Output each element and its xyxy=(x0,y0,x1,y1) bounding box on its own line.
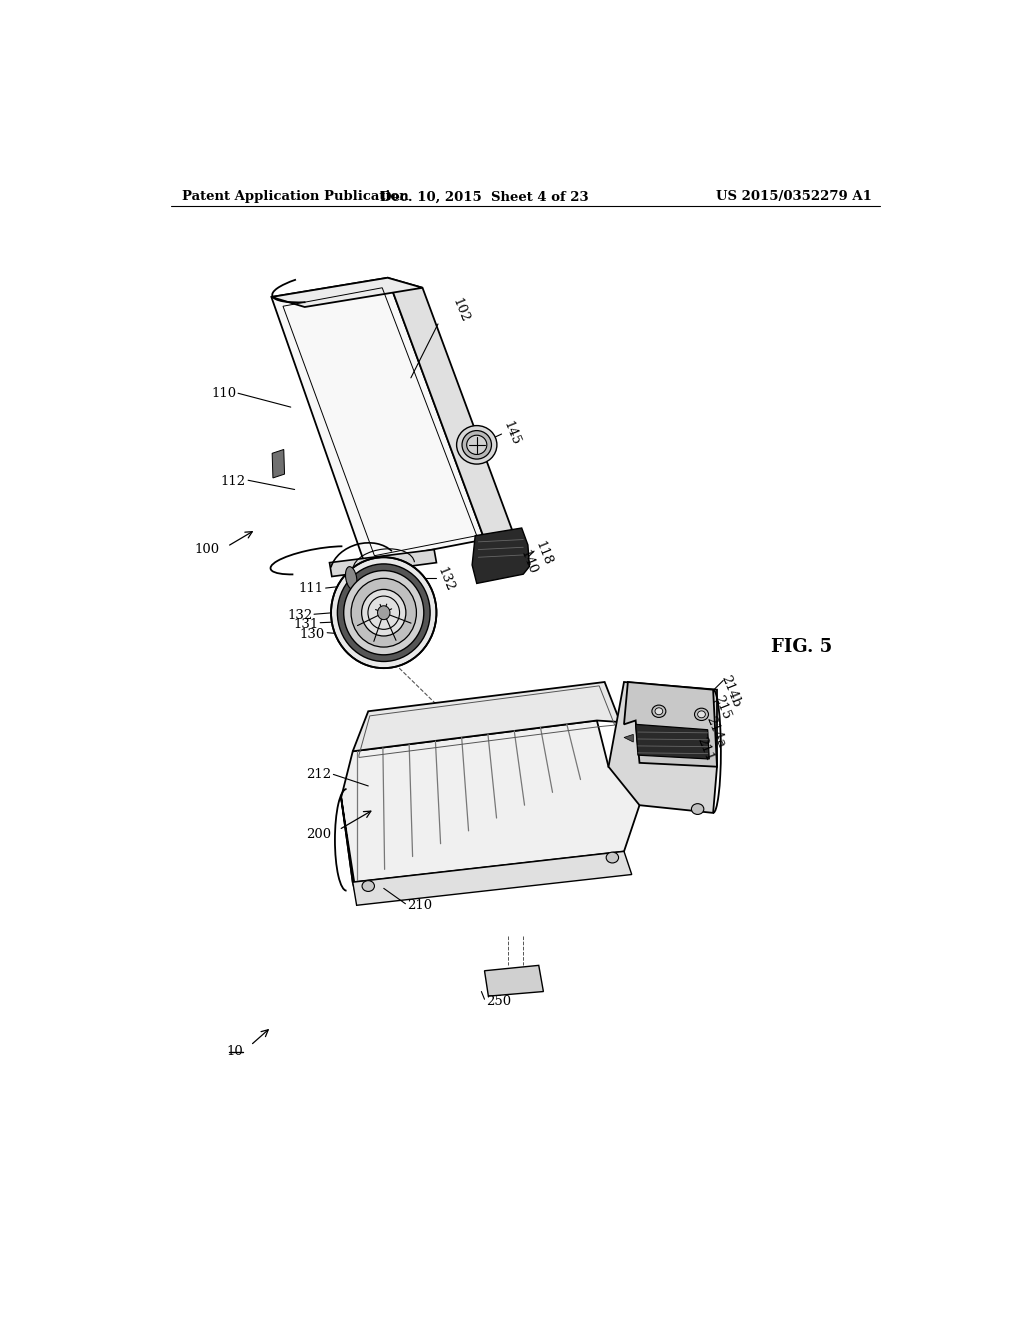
Text: US 2015/0352279 A1: US 2015/0352279 A1 xyxy=(716,190,872,203)
Polygon shape xyxy=(624,682,717,767)
Polygon shape xyxy=(341,721,640,882)
Ellipse shape xyxy=(691,804,703,814)
Text: 10: 10 xyxy=(226,1045,243,1059)
Text: FIG. 5: FIG. 5 xyxy=(771,639,833,656)
Text: 118: 118 xyxy=(532,540,554,568)
Text: 214b: 214b xyxy=(719,673,743,709)
Text: 140: 140 xyxy=(517,549,539,577)
Ellipse shape xyxy=(362,880,375,891)
Text: 130: 130 xyxy=(300,628,325,640)
Text: 132: 132 xyxy=(287,610,312,622)
Ellipse shape xyxy=(344,570,424,655)
Ellipse shape xyxy=(337,564,430,661)
Text: 132: 132 xyxy=(435,565,457,594)
Text: 215: 215 xyxy=(711,693,732,722)
Text: 111: 111 xyxy=(298,582,324,594)
Text: Patent Application Publication: Patent Application Publication xyxy=(182,190,409,203)
Text: 211: 211 xyxy=(694,735,716,763)
Polygon shape xyxy=(341,797,356,898)
Text: 131: 131 xyxy=(294,618,318,631)
Ellipse shape xyxy=(351,578,417,647)
Text: 214a: 214a xyxy=(703,714,728,750)
Ellipse shape xyxy=(378,606,390,619)
Polygon shape xyxy=(330,549,436,577)
Ellipse shape xyxy=(467,436,486,454)
Polygon shape xyxy=(352,682,621,751)
Ellipse shape xyxy=(361,590,406,636)
Polygon shape xyxy=(624,734,633,742)
Polygon shape xyxy=(472,528,529,583)
Ellipse shape xyxy=(331,557,436,668)
Ellipse shape xyxy=(606,853,618,863)
Ellipse shape xyxy=(694,708,709,721)
Ellipse shape xyxy=(457,425,497,465)
Polygon shape xyxy=(388,277,519,549)
Polygon shape xyxy=(608,682,717,813)
Text: 100: 100 xyxy=(195,543,219,556)
Text: Dec. 10, 2015  Sheet 4 of 23: Dec. 10, 2015 Sheet 4 of 23 xyxy=(380,190,589,203)
Ellipse shape xyxy=(655,708,663,714)
Text: 210: 210 xyxy=(407,899,432,912)
Ellipse shape xyxy=(652,705,666,718)
Polygon shape xyxy=(271,277,484,562)
Text: 145: 145 xyxy=(500,420,521,447)
Ellipse shape xyxy=(697,711,706,718)
Ellipse shape xyxy=(345,566,357,590)
Polygon shape xyxy=(352,851,632,906)
Polygon shape xyxy=(636,725,710,759)
Polygon shape xyxy=(484,965,544,997)
Polygon shape xyxy=(272,449,285,478)
Text: 250: 250 xyxy=(486,995,511,1008)
Text: 200: 200 xyxy=(306,828,331,841)
Text: 112: 112 xyxy=(221,475,246,488)
Text: 110: 110 xyxy=(211,387,237,400)
Polygon shape xyxy=(271,277,423,308)
Text: 212: 212 xyxy=(306,768,331,781)
Ellipse shape xyxy=(462,430,492,459)
Text: 102: 102 xyxy=(450,296,471,325)
